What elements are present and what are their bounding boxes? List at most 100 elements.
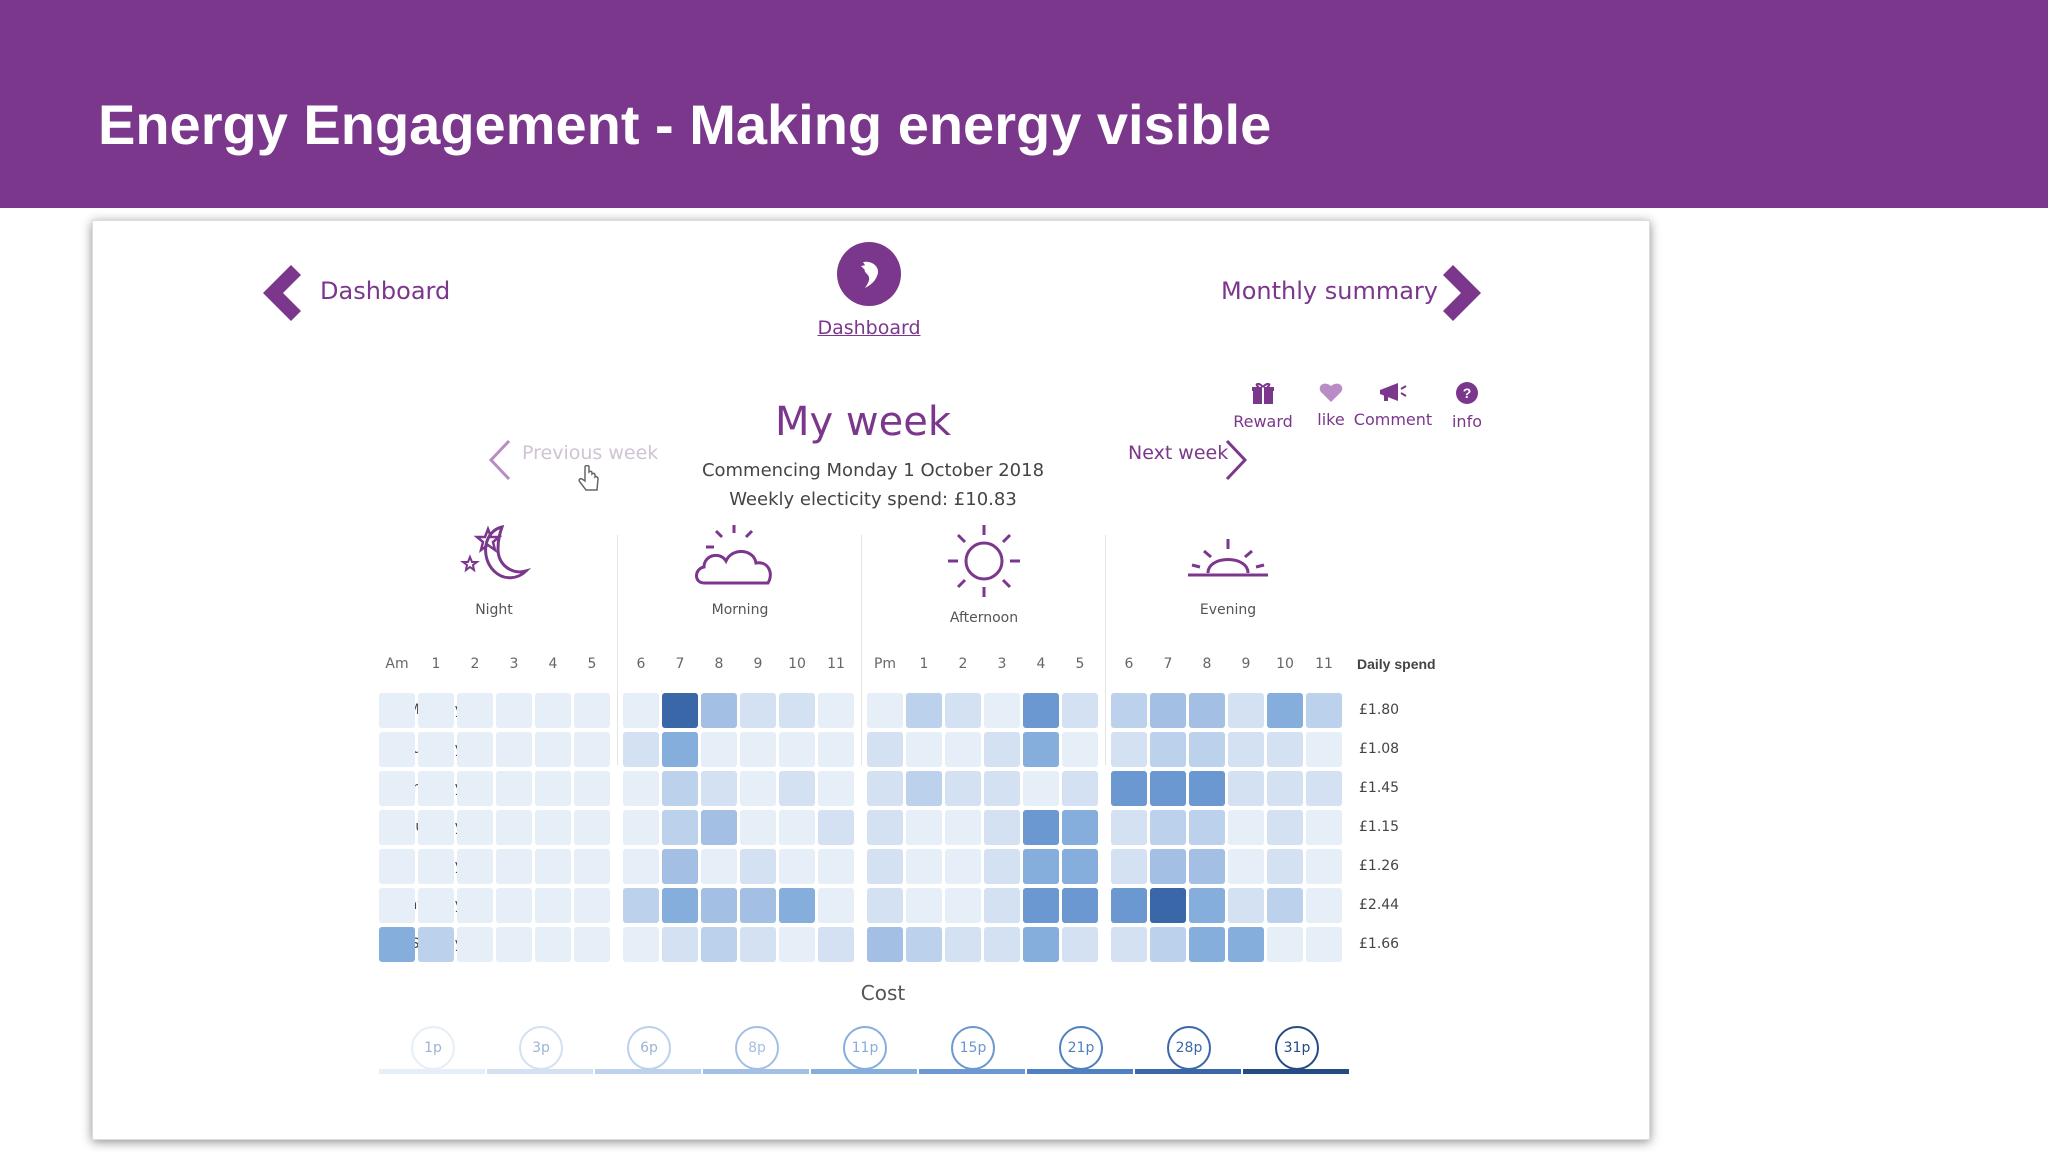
heatmap-cell[interactable] xyxy=(906,810,942,845)
heatmap-cell[interactable] xyxy=(379,693,415,728)
heatmap-cell[interactable] xyxy=(818,849,854,884)
heatmap-cell[interactable] xyxy=(574,693,610,728)
heatmap-cell[interactable] xyxy=(1267,732,1303,767)
heatmap-cell[interactable] xyxy=(945,810,981,845)
heatmap-cell[interactable] xyxy=(906,849,942,884)
back-to-dashboard-link[interactable]: Dashboard xyxy=(320,277,451,305)
heatmap-cell[interactable] xyxy=(701,771,737,806)
heatmap-cell[interactable] xyxy=(945,849,981,884)
heatmap-cell[interactable] xyxy=(1062,732,1098,767)
heatmap-cell[interactable] xyxy=(740,927,776,962)
heatmap-cell[interactable] xyxy=(701,810,737,845)
brand-logo-icon[interactable] xyxy=(837,242,901,306)
heatmap-cell[interactable] xyxy=(701,888,737,923)
heatmap-cell[interactable] xyxy=(867,732,903,767)
heatmap-cell[interactable] xyxy=(662,810,698,845)
heatmap-cell[interactable] xyxy=(984,927,1020,962)
heatmap-cell[interactable] xyxy=(457,927,493,962)
dashboard-link[interactable]: Dashboard xyxy=(817,317,921,339)
heatmap-cell[interactable] xyxy=(1023,810,1059,845)
heatmap-cell[interactable] xyxy=(496,810,532,845)
heatmap-cell[interactable] xyxy=(867,849,903,884)
heatmap-cell[interactable] xyxy=(1150,888,1186,923)
heatmap-cell[interactable] xyxy=(1306,732,1342,767)
heatmap-cell[interactable] xyxy=(984,888,1020,923)
heatmap-cell[interactable] xyxy=(1062,771,1098,806)
heatmap-cell[interactable] xyxy=(1111,732,1147,767)
heatmap-cell[interactable] xyxy=(1062,927,1098,962)
heatmap-cell[interactable] xyxy=(1111,927,1147,962)
heatmap-cell[interactable] xyxy=(662,888,698,923)
heatmap-cell[interactable] xyxy=(867,771,903,806)
heatmap-cell[interactable] xyxy=(535,849,571,884)
heatmap-cell[interactable] xyxy=(1023,771,1059,806)
heatmap-cell[interactable] xyxy=(1189,693,1225,728)
heatmap-cell[interactable] xyxy=(779,771,815,806)
heatmap-cell[interactable] xyxy=(535,927,571,962)
heatmap-cell[interactable] xyxy=(984,810,1020,845)
heatmap-cell[interactable] xyxy=(779,810,815,845)
heatmap-cell[interactable] xyxy=(418,810,454,845)
heatmap-cell[interactable] xyxy=(818,888,854,923)
heatmap-cell[interactable] xyxy=(984,732,1020,767)
heatmap-cell[interactable] xyxy=(418,693,454,728)
heatmap-cell[interactable] xyxy=(1267,927,1303,962)
heatmap-cell[interactable] xyxy=(945,693,981,728)
heatmap-cell[interactable] xyxy=(1150,771,1186,806)
heatmap-cell[interactable] xyxy=(623,732,659,767)
heatmap-cell[interactable] xyxy=(779,693,815,728)
heatmap-cell[interactable] xyxy=(379,927,415,962)
heatmap-cell[interactable] xyxy=(1267,693,1303,728)
heatmap-cell[interactable] xyxy=(1306,888,1342,923)
heatmap-cell[interactable] xyxy=(574,927,610,962)
heatmap-cell[interactable] xyxy=(1306,693,1342,728)
heatmap-cell[interactable] xyxy=(379,732,415,767)
reward-action[interactable]: Reward xyxy=(1223,381,1303,431)
heatmap-cell[interactable] xyxy=(662,693,698,728)
chevron-right-icon[interactable] xyxy=(1441,263,1483,323)
heatmap-cell[interactable] xyxy=(1267,849,1303,884)
heatmap-cell[interactable] xyxy=(1111,810,1147,845)
heatmap-cell[interactable] xyxy=(1306,810,1342,845)
heatmap-cell[interactable] xyxy=(457,732,493,767)
heatmap-cell[interactable] xyxy=(1189,849,1225,884)
heatmap-cell[interactable] xyxy=(457,771,493,806)
heatmap-cell[interactable] xyxy=(574,732,610,767)
heatmap-cell[interactable] xyxy=(1150,693,1186,728)
heatmap-cell[interactable] xyxy=(818,693,854,728)
heatmap-cell[interactable] xyxy=(1228,732,1264,767)
heatmap-cell[interactable] xyxy=(418,888,454,923)
heatmap-cell[interactable] xyxy=(1150,810,1186,845)
heatmap-cell[interactable] xyxy=(1111,888,1147,923)
heatmap-cell[interactable] xyxy=(1189,732,1225,767)
heatmap-cell[interactable] xyxy=(1150,849,1186,884)
heatmap-cell[interactable] xyxy=(906,693,942,728)
heatmap-cell[interactable] xyxy=(662,771,698,806)
heatmap-cell[interactable] xyxy=(945,732,981,767)
heatmap-cell[interactable] xyxy=(496,849,532,884)
heatmap-cell[interactable] xyxy=(1189,927,1225,962)
heatmap-cell[interactable] xyxy=(574,849,610,884)
heatmap-cell[interactable] xyxy=(1306,927,1342,962)
heatmap-cell[interactable] xyxy=(701,732,737,767)
heatmap-cell[interactable] xyxy=(457,849,493,884)
heatmap-cell[interactable] xyxy=(1228,888,1264,923)
heatmap-cell[interactable] xyxy=(945,888,981,923)
heatmap-cell[interactable] xyxy=(1267,810,1303,845)
heatmap-cell[interactable] xyxy=(1111,771,1147,806)
chevron-left-icon[interactable] xyxy=(261,263,303,323)
heatmap-cell[interactable] xyxy=(623,693,659,728)
heatmap-cell[interactable] xyxy=(740,888,776,923)
heatmap-cell[interactable] xyxy=(662,927,698,962)
heatmap-cell[interactable] xyxy=(1267,888,1303,923)
heatmap-cell[interactable] xyxy=(779,927,815,962)
heatmap-cell[interactable] xyxy=(1023,693,1059,728)
heatmap-cell[interactable] xyxy=(906,732,942,767)
heatmap-cell[interactable] xyxy=(496,732,532,767)
heatmap-cell[interactable] xyxy=(457,693,493,728)
heatmap-cell[interactable] xyxy=(1189,810,1225,845)
info-action[interactable]: ? info xyxy=(1427,381,1507,431)
heatmap-cell[interactable] xyxy=(740,732,776,767)
heatmap-cell[interactable] xyxy=(623,810,659,845)
heatmap-cell[interactable] xyxy=(535,693,571,728)
